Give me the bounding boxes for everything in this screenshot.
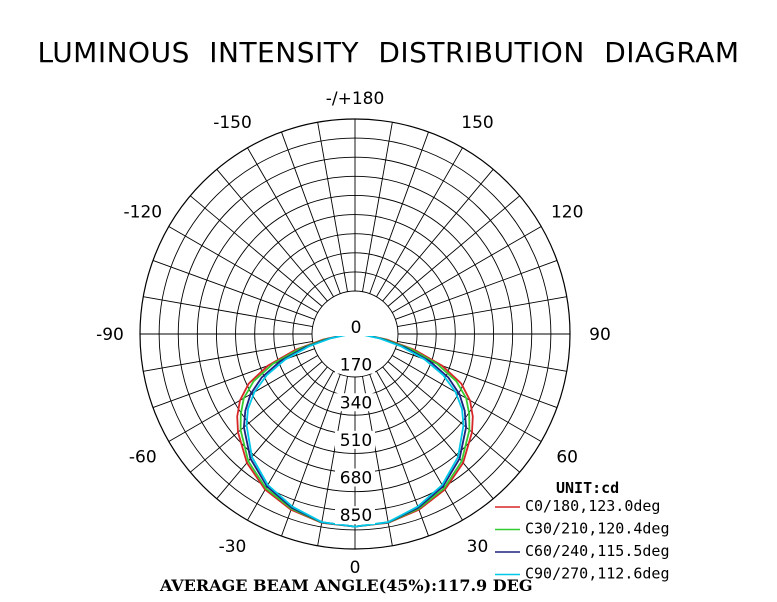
average-beam-angle: AVERAGE BEAM ANGLE(45%):117.9 DEG <box>159 576 532 595</box>
angle-label: -30 <box>219 537 247 557</box>
legend-entry: C90/270,112.6deg <box>525 565 670 583</box>
grid-spoke <box>387 195 520 307</box>
grid-spoke <box>317 122 348 292</box>
grid-spoke <box>395 260 558 320</box>
curve-series-3 <box>245 333 465 528</box>
grid-spoke <box>397 341 567 372</box>
grid-spoke <box>143 296 313 327</box>
grid-spoke <box>281 374 341 537</box>
grid-spoke <box>281 131 341 294</box>
radial-label-bg <box>335 506 375 525</box>
angle-label: 60 <box>556 448 578 468</box>
radial-tick-label: 170 <box>340 356 372 376</box>
radial-label-bg <box>335 355 375 374</box>
grid-spoke <box>387 361 520 473</box>
grid-spoke <box>376 147 463 297</box>
legend: UNIT:cd C0/180,123.0deg C30/210,120.4deg C… <box>495 479 670 583</box>
grid-spoke <box>382 169 494 302</box>
grid-spoke <box>168 226 318 313</box>
grid-spoke <box>216 366 328 499</box>
angle-label: 90 <box>589 325 611 345</box>
radial-label-bg <box>335 393 375 412</box>
radial-tick-label: 510 <box>340 431 372 451</box>
grid-spoke <box>190 195 323 307</box>
grid-spoke <box>369 131 429 294</box>
grid-spoke <box>397 296 567 327</box>
grid-spoke <box>247 371 334 521</box>
angle-label: 120 <box>551 203 583 223</box>
grid-spoke <box>216 169 328 302</box>
grid-spoke <box>392 226 542 313</box>
legend-entry: C0/180,123.0deg <box>525 497 660 515</box>
grid-spoke <box>152 260 315 320</box>
radial-tick-labels: 0 170 340 510 680 850 <box>335 318 375 526</box>
radial-label-bg <box>335 468 375 487</box>
unit-label: UNIT:cd <box>556 479 619 497</box>
legend-entry: C60/240,115.5deg <box>525 542 670 560</box>
grid-spoke <box>369 374 429 537</box>
chart-title: LUMINOUS INTENSITY DISTRIBUTION DIAGRAM <box>37 36 740 69</box>
angle-label: 0 <box>350 558 361 578</box>
angle-label: 30 <box>467 537 489 557</box>
legend-entry: C30/210,120.4deg <box>525 520 670 538</box>
radial-tick-label: 340 <box>340 393 372 413</box>
grid-spoke <box>190 361 323 473</box>
angle-label: -150 <box>213 113 252 133</box>
radial-tick-label: 0 <box>351 318 362 338</box>
grid-spoke <box>382 366 494 499</box>
angle-label: -120 <box>124 203 163 223</box>
angle-labels: 0 30 -30 60 -60 90 -90 120 -120 150 -150 -/+180 <box>96 89 611 578</box>
radial-tick-label: 850 <box>340 506 372 526</box>
angle-label: 150 <box>461 113 493 133</box>
radial-tick-label: 680 <box>340 469 372 489</box>
grid-spoke <box>247 147 334 297</box>
grid-spoke <box>143 341 313 372</box>
angle-label: -90 <box>96 325 124 345</box>
radial-label-bg <box>335 430 375 449</box>
angle-label: -60 <box>129 448 157 468</box>
intensity-curves <box>236 333 474 528</box>
grid-spoke <box>376 371 463 521</box>
grid-spoke <box>362 122 393 292</box>
radial-label-bg <box>335 318 375 336</box>
angle-label: -/+180 <box>326 89 385 109</box>
